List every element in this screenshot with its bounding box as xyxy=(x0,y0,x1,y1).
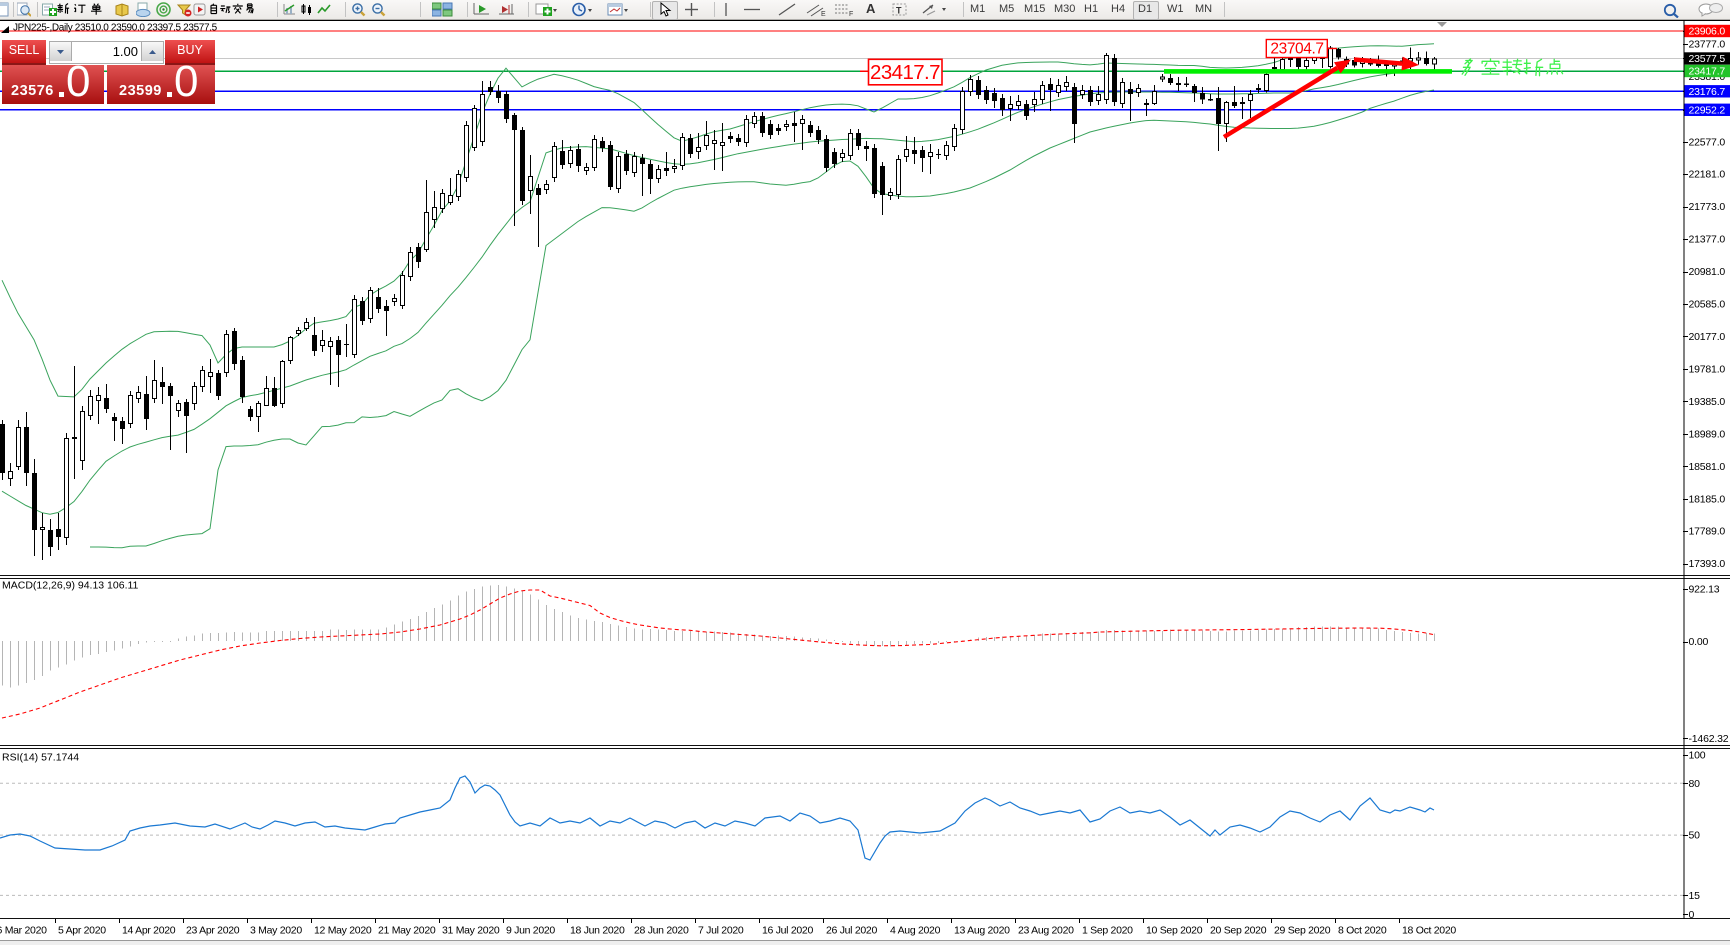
svg-text:16 Jul 2020: 16 Jul 2020 xyxy=(762,925,813,937)
svg-text:23176.7: 23176.7 xyxy=(1689,86,1726,98)
svg-text:0: 0 xyxy=(1689,909,1695,921)
svg-text:12 May 2020: 12 May 2020 xyxy=(314,925,372,937)
svg-text:T: T xyxy=(896,6,902,16)
svg-text:0.00: 0.00 xyxy=(1689,636,1709,648)
svg-text:23777.0: 23777.0 xyxy=(1689,39,1726,51)
svg-text:JPN225-,Daily 23510.0 23590.0: JPN225-,Daily 23510.0 23590.0 23397.5 23… xyxy=(13,23,218,34)
svg-text:922.13: 922.13 xyxy=(1689,584,1720,596)
svg-text:1 Sep 2020: 1 Sep 2020 xyxy=(1082,925,1133,937)
svg-text:23417.7: 23417.7 xyxy=(870,61,940,84)
svg-text:28 Jun 2020: 28 Jun 2020 xyxy=(634,925,689,937)
svg-text:22952.2: 22952.2 xyxy=(1689,104,1726,116)
svg-text:18 Oct 2020: 18 Oct 2020 xyxy=(1402,925,1456,937)
svg-text:19781.0: 19781.0 xyxy=(1689,364,1726,376)
svg-text:-1462.32: -1462.32 xyxy=(1689,733,1729,745)
svg-text:26 Mar 2020: 26 Mar 2020 xyxy=(0,925,47,937)
svg-text:15: 15 xyxy=(1689,890,1701,902)
svg-text:8 Oct 2020: 8 Oct 2020 xyxy=(1338,925,1387,937)
svg-text:5 Apr 2020: 5 Apr 2020 xyxy=(58,925,106,937)
svg-text:3 May 2020: 3 May 2020 xyxy=(250,925,302,937)
svg-text:23906.0: 23906.0 xyxy=(1689,26,1726,38)
svg-text:18581.0: 18581.0 xyxy=(1689,461,1726,473)
svg-text:23 Aug 2020: 23 Aug 2020 xyxy=(1018,925,1074,937)
svg-text:20 Sep 2020: 20 Sep 2020 xyxy=(1210,925,1267,937)
svg-text:80: 80 xyxy=(1689,778,1701,790)
svg-text:18185.0: 18185.0 xyxy=(1689,493,1726,505)
svg-text:9 Jun 2020: 9 Jun 2020 xyxy=(506,925,555,937)
svg-text:20177.0: 20177.0 xyxy=(1689,331,1726,343)
svg-text:19385.0: 19385.0 xyxy=(1689,396,1726,408)
svg-text:RSI(14) 57.1744: RSI(14) 57.1744 xyxy=(2,752,79,764)
svg-text:17789.0: 17789.0 xyxy=(1689,526,1726,538)
svg-text:20585.0: 20585.0 xyxy=(1689,299,1726,311)
svg-text:21 May 2020: 21 May 2020 xyxy=(378,925,436,937)
svg-text:4 Aug 2020: 4 Aug 2020 xyxy=(890,925,941,937)
svg-text:18989.0: 18989.0 xyxy=(1689,428,1726,440)
svg-text:22181.0: 22181.0 xyxy=(1689,169,1726,181)
svg-text:31 May 2020: 31 May 2020 xyxy=(442,925,500,937)
svg-text:17393.0: 17393.0 xyxy=(1689,558,1726,570)
svg-text:MACD(12,26,9) 94.13 106.11: MACD(12,26,9) 94.13 106.11 xyxy=(2,580,139,592)
svg-text:29 Sep 2020: 29 Sep 2020 xyxy=(1274,925,1331,937)
svg-text:50: 50 xyxy=(1689,830,1701,842)
svg-text:7 Jul 2020: 7 Jul 2020 xyxy=(698,925,744,937)
svg-text:10 Sep 2020: 10 Sep 2020 xyxy=(1146,925,1203,937)
svg-text:E: E xyxy=(821,11,826,17)
svg-text:14 Apr 2020: 14 Apr 2020 xyxy=(122,925,176,937)
svg-text:21773.0: 21773.0 xyxy=(1689,201,1726,213)
svg-text:13 Aug 2020: 13 Aug 2020 xyxy=(954,925,1010,937)
svg-text:23 Apr 2020: 23 Apr 2020 xyxy=(186,925,240,937)
svg-text:F: F xyxy=(849,11,853,17)
svg-text:20981.0: 20981.0 xyxy=(1689,266,1726,278)
svg-text:23417.7: 23417.7 xyxy=(1689,66,1726,78)
svg-text:22577.0: 22577.0 xyxy=(1689,136,1726,148)
svg-text:100: 100 xyxy=(1689,749,1706,761)
svg-text:23704.7: 23704.7 xyxy=(1270,41,1323,58)
svg-text:26 Jul 2020: 26 Jul 2020 xyxy=(826,925,877,937)
svg-text:18 Jun 2020: 18 Jun 2020 xyxy=(570,925,625,937)
svg-text:23577.5: 23577.5 xyxy=(1689,53,1726,65)
svg-text:21377.0: 21377.0 xyxy=(1689,234,1726,246)
